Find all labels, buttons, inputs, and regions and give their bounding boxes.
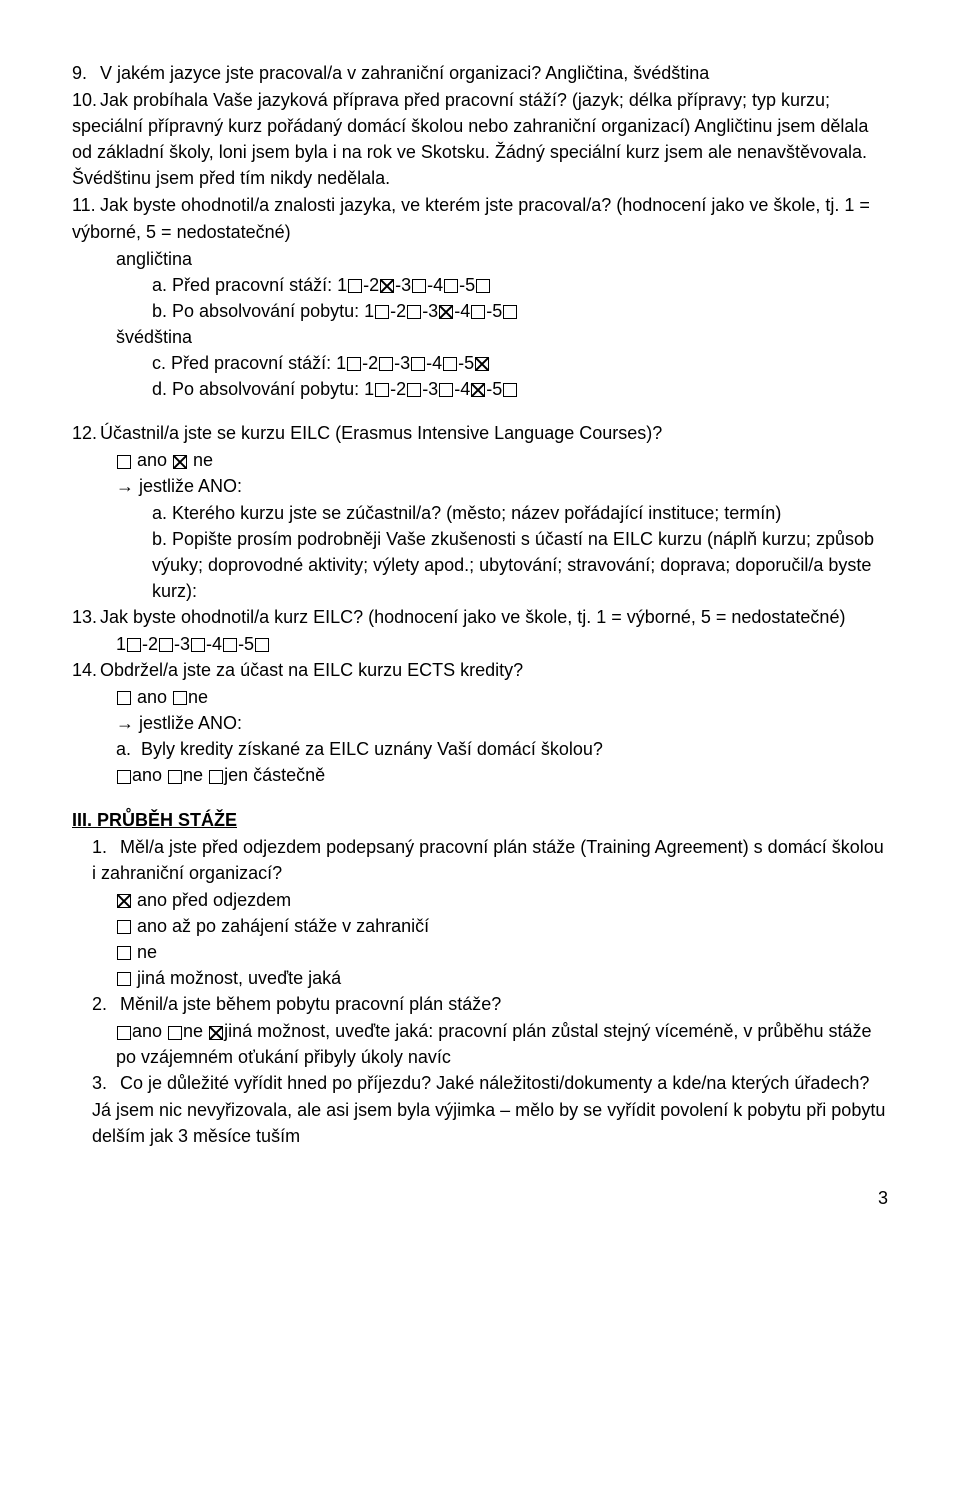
section3-q3: 3.Co je důležité vyřídit hned po příjezd… (72, 1070, 888, 1148)
checkbox[interactable] (476, 279, 490, 293)
section3-q2: 2.Měnil/a jste během pobytu pracovní plá… (72, 991, 888, 1017)
checkbox[interactable] (503, 305, 517, 319)
q13-rating: 1-2-3-4-5 (72, 631, 888, 657)
q14-options: ano ne (72, 684, 888, 710)
checkbox[interactable] (375, 305, 389, 319)
checkbox[interactable] (117, 946, 131, 960)
q12-sub-a: a. Kterého kurzu jste se zúčastnil/a? (m… (72, 500, 888, 526)
checkbox[interactable] (375, 383, 389, 397)
q11-lang2: švédština (72, 324, 888, 350)
checkbox[interactable] (117, 972, 131, 986)
checkbox[interactable] (503, 383, 517, 397)
checkbox[interactable] (348, 279, 362, 293)
q9-num: 9. (72, 60, 100, 86)
s3q1-opt3: ne (72, 939, 888, 965)
checkbox-ne[interactable] (173, 455, 187, 469)
q11-row-a: a. Před pracovní stáží: 1-2-3-4-5 (72, 272, 888, 298)
q14-sub-options: ano ne jen částečně (72, 762, 888, 788)
q12-arrow: → jestliže ANO: (72, 473, 888, 499)
checkbox[interactable] (117, 770, 131, 784)
q12-sub-b: b. Popište prosím podrobněji Vaše zkušen… (72, 526, 888, 604)
s3q1-opt1: ano před odjezdem (72, 887, 888, 913)
question-12: 12.Účastnil/a jste se kurzu EILC (Erasmu… (72, 420, 888, 446)
q11a-letter: a. (152, 275, 167, 295)
s3q1-opt2: ano až po zahájení stáže v zahraničí (72, 913, 888, 939)
checkbox-ano[interactable] (117, 691, 131, 705)
checkbox[interactable] (168, 1026, 182, 1040)
checkbox[interactable] (444, 279, 458, 293)
checkbox[interactable] (159, 638, 173, 652)
q14-text: Obdržel/a jste za účast na EILC kurzu EC… (100, 660, 523, 680)
checkbox[interactable] (411, 357, 425, 371)
checkbox[interactable] (117, 1026, 131, 1040)
checkbox[interactable] (117, 894, 131, 908)
q11-lang1: angličtina (72, 246, 888, 272)
q14-num: 14. (72, 657, 100, 683)
checkbox[interactable] (209, 1026, 223, 1040)
q12-options: ano ne (72, 447, 888, 473)
section-3-heading: III. PRŮBĚH STÁŽE (72, 807, 888, 833)
q12-text: Účastnil/a jste se kurzu EILC (Erasmus I… (100, 423, 662, 443)
checkbox[interactable] (223, 638, 237, 652)
checkbox[interactable] (439, 383, 453, 397)
question-13: 13.Jak byste ohodnotil/a kurz EILC? (hod… (72, 604, 888, 630)
s3q1-opt4: jiná možnost, uveďte jaká (72, 965, 888, 991)
q12-num: 12. (72, 420, 100, 446)
checkbox[interactable] (117, 920, 131, 934)
checkbox-ano[interactable] (117, 455, 131, 469)
q10-text: Jak probíhala Vaše jazyková příprava pře… (72, 90, 868, 188)
checkbox[interactable] (379, 357, 393, 371)
checkbox[interactable] (412, 279, 426, 293)
q13-num: 13. (72, 604, 100, 630)
checkbox[interactable] (347, 357, 361, 371)
checkbox[interactable] (439, 305, 453, 319)
checkbox[interactable] (471, 383, 485, 397)
q11c-letter: c. (152, 353, 166, 373)
q11-num: 11. (72, 192, 100, 218)
q11-row-d: d. Po absolvování pobytu: 1-2-3-4-5 (72, 376, 888, 402)
checkbox[interactable] (475, 357, 489, 371)
checkbox[interactable] (407, 383, 421, 397)
q10-num: 10. (72, 87, 100, 113)
checkbox[interactable] (471, 305, 485, 319)
q11-text: Jak byste ohodnotil/a znalosti jazyka, v… (72, 195, 870, 241)
q14-arrow: → jestliže ANO: (72, 710, 888, 736)
question-9: 9.V jakém jazyce jste pracoval/a v zahra… (72, 60, 888, 86)
q11b-letter: b. (152, 301, 167, 321)
question-14: 14.Obdržel/a jste za účast na EILC kurzu… (72, 657, 888, 683)
s3q2-options: ano ne jiná možnost, uveďte jaká: pracov… (72, 1018, 888, 1070)
checkbox[interactable] (407, 305, 421, 319)
checkbox[interactable] (380, 279, 394, 293)
checkbox[interactable] (168, 770, 182, 784)
question-11: 11.Jak byste ohodnotil/a znalosti jazyka… (72, 192, 888, 244)
checkbox[interactable] (209, 770, 223, 784)
q9-text: V jakém jazyce jste pracoval/a v zahrani… (100, 63, 709, 83)
q14-sub-a: a. Byly kredity získané za EILC uznány V… (72, 736, 888, 762)
q11a-label: Před pracovní stáží: 1 (172, 275, 347, 295)
question-10: 10.Jak probíhala Vaše jazyková příprava … (72, 87, 888, 191)
checkbox[interactable] (443, 357, 457, 371)
q11-row-b: b. Po absolvování pobytu: 1-2-3-4-5 (72, 298, 888, 324)
checkbox[interactable] (191, 638, 205, 652)
page-number: 3 (72, 1185, 888, 1211)
section3-q1: 1.Měl/a jste před odjezdem podepsaný pra… (72, 834, 888, 886)
checkbox-ne[interactable] (173, 691, 187, 705)
q13-text: Jak byste ohodnotil/a kurz EILC? (hodnoc… (100, 607, 845, 627)
q11-row-c: c. Před pracovní stáží: 1-2-3-4-5 (72, 350, 888, 376)
q11c-label: Před pracovní stáží: 1 (171, 353, 346, 373)
checkbox[interactable] (127, 638, 141, 652)
q11d-letter: d. (152, 379, 167, 399)
checkbox[interactable] (255, 638, 269, 652)
q11b-label: Po absolvování pobytu: 1 (172, 301, 374, 321)
q11d-label: Po absolvování pobytu: 1 (172, 379, 374, 399)
